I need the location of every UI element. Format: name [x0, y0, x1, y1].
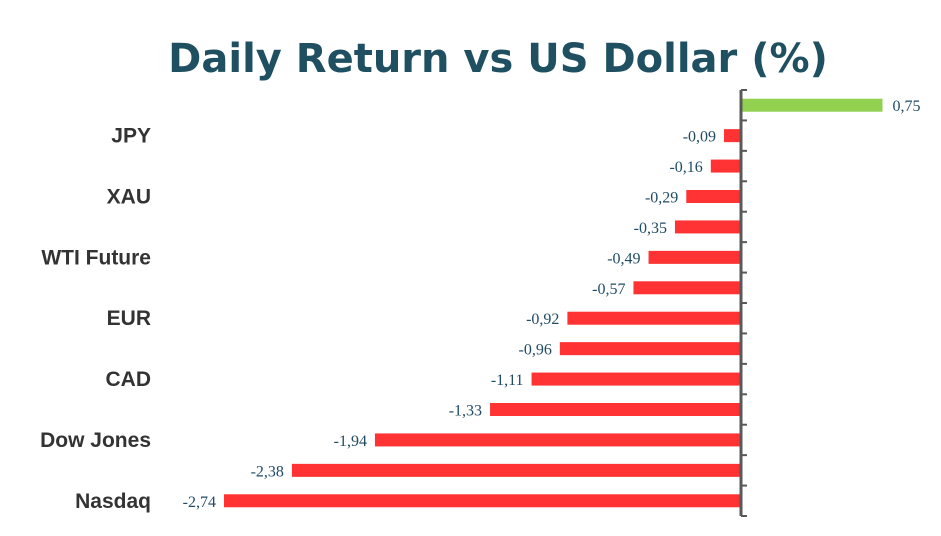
value-label: -2,74 — [183, 494, 216, 511]
bar — [374, 433, 741, 447]
value-label: -0,92 — [526, 311, 559, 328]
bar — [531, 372, 741, 386]
value-label: -0,29 — [645, 190, 678, 207]
value-label: -0,57 — [592, 281, 625, 298]
axis-group — [739, 89, 747, 517]
category-label: Dow Jones — [40, 429, 151, 452]
bar — [559, 342, 741, 356]
value-label: -0,49 — [607, 250, 640, 267]
value-label: -0,35 — [634, 220, 667, 237]
bar — [648, 250, 741, 264]
category-labels-group: JPY XAU WTI Future EUR CAD Dow Jones Nasdaq — [40, 125, 151, 513]
value-label: -1,33 — [449, 403, 482, 420]
bars-group — [224, 98, 883, 508]
bar — [686, 190, 741, 203]
bar — [567, 311, 741, 325]
bar — [710, 159, 741, 173]
category-label: CAD — [106, 368, 152, 391]
value-label: -0,16 — [669, 159, 702, 176]
bar — [633, 281, 741, 295]
value-label: -2,38 — [251, 463, 284, 480]
bar — [224, 494, 741, 508]
value-label: -1,94 — [334, 433, 367, 450]
bar — [490, 403, 741, 416]
bar — [724, 129, 741, 143]
value-label: -1,11 — [491, 372, 524, 389]
bar — [291, 463, 741, 477]
chart-title: Daily Return vs US Dollar (%) — [168, 36, 828, 82]
bar — [741, 98, 883, 112]
category-label: EUR — [107, 307, 151, 330]
category-label: WTI Future — [41, 246, 151, 269]
bar — [674, 220, 741, 234]
category-label: XAU — [107, 186, 151, 209]
value-label: -0,96 — [519, 342, 552, 359]
value-labels-group: 0,75 -0,09 -0,16 -0,29 -0,35 -0,49 -0,57 -0,92 -… — [183, 98, 921, 511]
category-label: Nasdaq — [75, 490, 151, 513]
value-label: -0,09 — [683, 129, 716, 146]
category-label: JPY — [111, 125, 151, 148]
value-label: 0,75 — [893, 98, 921, 115]
